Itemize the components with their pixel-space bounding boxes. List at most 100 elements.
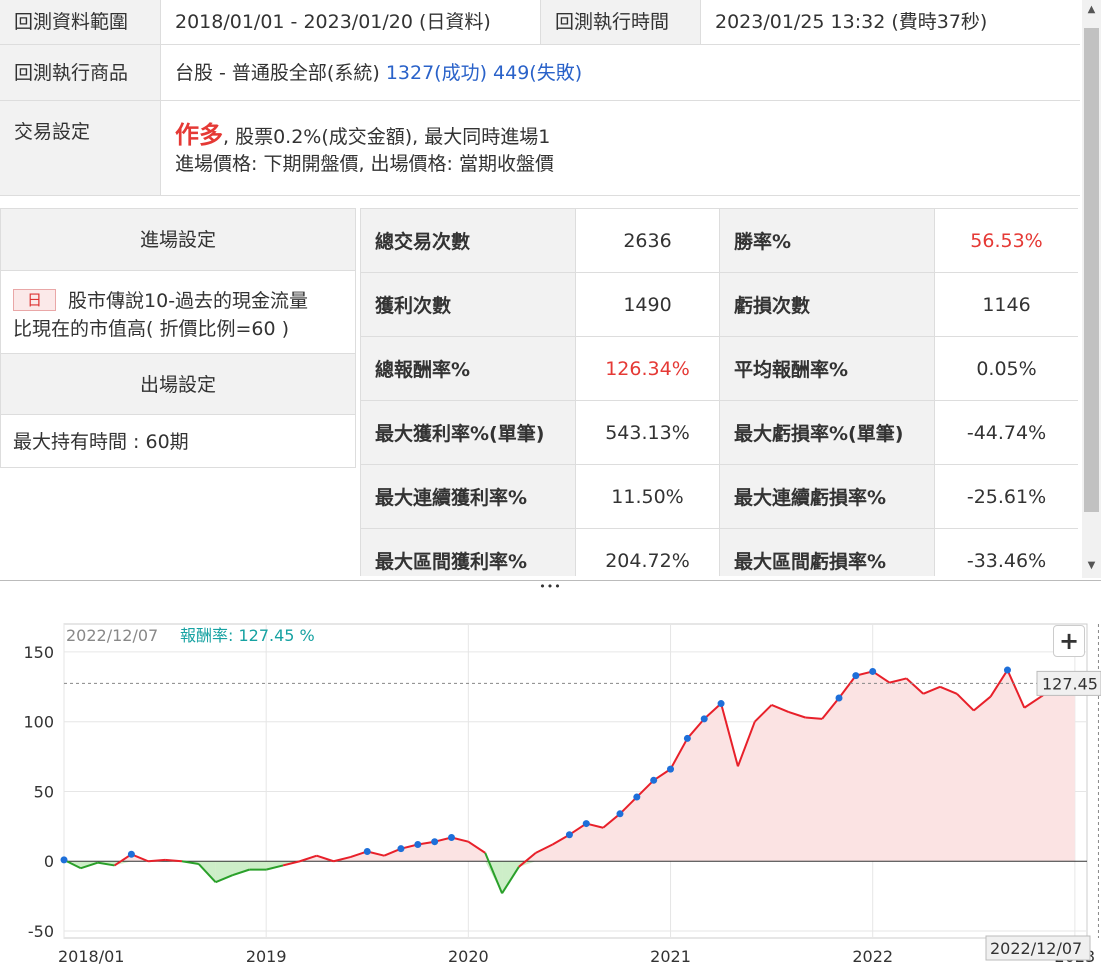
product-label: 回測執行商品	[0, 45, 161, 101]
product-value-row: 台股 - 普通股全部(系統) 1327(成功) 449(失敗)	[161, 45, 1080, 101]
series-segment	[939, 685, 958, 695]
series-segment	[619, 796, 638, 815]
series-segment	[501, 866, 520, 894]
series-segment	[956, 693, 975, 712]
stat-label: 最大連續虧損率%	[720, 465, 935, 529]
new-high-marker	[414, 840, 422, 848]
series-segment	[1023, 695, 1042, 709]
scroll-down-icon[interactable]: ▼	[1087, 560, 1096, 571]
new-high-marker	[650, 776, 658, 784]
series-segment	[265, 864, 284, 871]
exit-header: 出場設定	[1, 353, 355, 415]
y-tick-label: 0	[44, 852, 54, 871]
success-count-link[interactable]: 1327(成功)	[385, 62, 487, 84]
trade-settings: 作多, 股票0.2%(成交金額), 最大同時進場1 進場價格: 下期開盤價, 出…	[161, 101, 1080, 196]
series-segment	[148, 858, 166, 863]
stat-value: 11.50%	[576, 465, 720, 529]
series-segment	[602, 813, 621, 829]
return-chart[interactable]: 2018/0120192020202120222023150100500-501…	[0, 600, 1101, 971]
product-value: 台股 - 普通股全部(系統)	[175, 62, 380, 84]
stat-value: -25.61%	[935, 465, 1078, 529]
series-segment	[889, 677, 907, 684]
series-segment	[736, 721, 756, 767]
stat-value: -33.46%	[935, 529, 1078, 576]
y-tick-label: -50	[28, 922, 54, 941]
crosshair-value-box	[1036, 670, 1101, 696]
chart-container: 2018/0120192020202120222023150100500-501…	[0, 600, 1101, 971]
chart-header-date: 2022/12/07	[66, 626, 158, 645]
timeframe-tag: 日	[13, 289, 57, 311]
new-high-marker	[127, 850, 135, 858]
stat-label: 平均報酬率%	[720, 337, 935, 401]
scrollbar-thumb[interactable]	[1084, 28, 1099, 512]
new-high-marker	[835, 694, 843, 702]
stat-value: 2636	[576, 209, 720, 273]
crosshair-date-box	[985, 935, 1091, 961]
series-segment	[805, 716, 823, 720]
crosshair-date-label: 2022/12/07	[990, 939, 1082, 958]
series-segment	[973, 695, 992, 712]
x-tick-label: 2021	[650, 947, 691, 966]
exec-time-label: 回測執行時間	[541, 0, 701, 45]
loss-area	[232, 861, 250, 876]
y-tick-label: 100	[23, 713, 54, 732]
chart-header-metric: 報酬率: 127.45 %	[180, 626, 315, 645]
entry-settings-panel: 進場設定 日股市傳說10-過去的現金流量 比現在的市值高( 折價比例=60 ) …	[0, 208, 356, 468]
fail-count-link[interactable]: 449(失敗)	[493, 62, 583, 84]
series-segment	[703, 702, 722, 720]
series-segment	[181, 860, 199, 866]
y-tick-label: 50	[34, 782, 54, 801]
stat-label: 虧損次數	[720, 273, 935, 337]
new-high-marker	[869, 667, 877, 675]
crosshair-value-label: 127.45	[1042, 674, 1098, 693]
series-segment	[686, 718, 705, 740]
splitter-grip-icon[interactable]: •••	[539, 580, 562, 593]
series-segment	[165, 858, 183, 863]
series-segment	[720, 703, 739, 767]
entry-condition-line1: 股市傳說10-過去的現金流量	[68, 290, 309, 312]
series-segment	[80, 861, 99, 870]
new-high-marker	[667, 765, 675, 773]
stat-label: 最大獲利率%(單筆)	[361, 401, 576, 465]
new-high-marker	[717, 700, 725, 708]
series-segment	[821, 697, 840, 720]
series-segment	[754, 704, 773, 723]
stats-grid: 總交易次數 2636 勝率% 56.53% 獲利次數 1490 虧損次數 1146 總報酬率% 1…	[360, 208, 1078, 576]
range-label: 回測資料範圍	[0, 0, 161, 45]
loss-area	[283, 861, 300, 866]
series-segment	[669, 737, 689, 770]
entry-condition: 日股市傳說10-過去的現金流量 比現在的市值高( 折價比例=60 )	[13, 287, 353, 343]
series-segment	[484, 852, 503, 894]
zoom-plus-button[interactable]: +	[1053, 625, 1085, 657]
vertical-scrollbar[interactable]: ▲ ▼	[1082, 0, 1101, 578]
stat-label: 最大區間虧損率%	[720, 529, 935, 576]
trade-fee: , 股票0.2%(成交金額), 最大同時進場1	[223, 126, 551, 148]
series-segment	[989, 669, 1009, 698]
x-tick-label: 2018/01	[58, 947, 124, 966]
series-segment	[788, 710, 806, 719]
scroll-up-icon[interactable]: ▲	[1087, 4, 1096, 15]
stat-value: 1146	[935, 273, 1078, 337]
new-high-marker	[616, 810, 624, 818]
exec-time-value: 2023/01/25 13:32 (費時37秒)	[701, 0, 1080, 45]
stat-label: 總交易次數	[361, 209, 576, 273]
series-segment	[299, 854, 318, 863]
entry-condition-line2: 比現在的市值高( 折價比例=60 )	[13, 318, 290, 340]
series-segment	[922, 685, 941, 695]
stat-value: 0.05%	[935, 337, 1078, 401]
x-tick-label: 2022	[852, 947, 893, 966]
loss-area	[266, 861, 284, 870]
stat-label: 最大區間獲利率%	[361, 529, 576, 576]
series-segment	[333, 856, 351, 863]
x-tick-label: 2019	[246, 947, 287, 966]
series-segment	[771, 704, 789, 713]
new-high-marker	[431, 838, 439, 846]
stat-label: 最大虧損率%(單筆)	[720, 401, 935, 465]
new-high-marker	[683, 734, 691, 742]
pane-splitter[interactable]: •••	[0, 580, 1101, 596]
stat-label: 勝率%	[720, 209, 935, 273]
series-segment	[198, 863, 217, 883]
new-high-marker	[363, 847, 371, 855]
new-high-marker	[582, 820, 590, 828]
stat-label: 最大連續獲利率%	[361, 465, 576, 529]
